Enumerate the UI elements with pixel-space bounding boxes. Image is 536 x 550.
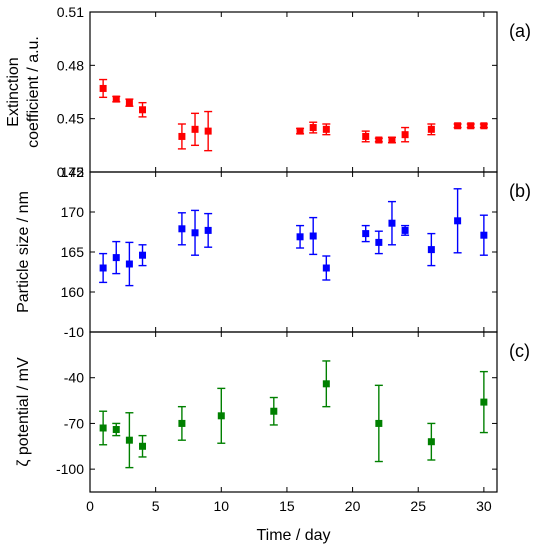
data-point	[112, 426, 120, 434]
y-axis-label: coefficient / a.u.	[25, 36, 42, 148]
y-axis-label: ζ potential / mV	[15, 357, 32, 467]
data-point	[191, 125, 199, 133]
data-point	[375, 419, 383, 427]
data-point	[112, 254, 120, 262]
data-point	[99, 424, 107, 432]
panel-frame-2	[89, 171, 498, 333]
data-point	[427, 438, 435, 446]
panel-frame-1	[89, 11, 498, 173]
data-point	[112, 95, 120, 103]
data-point	[401, 131, 409, 139]
data-point	[270, 407, 278, 415]
y-tick-label: 0.51	[57, 4, 84, 20]
data-point	[309, 232, 317, 240]
x-tick-label: 25	[410, 498, 426, 514]
data-point	[480, 231, 488, 239]
x-tick-label: 0	[86, 498, 94, 514]
y-tick-label: 0.48	[57, 57, 84, 73]
y-tick-label: 170	[61, 204, 85, 220]
panel-label: (b)	[509, 181, 531, 201]
data-point	[401, 226, 409, 234]
y-axis-label: Particle size / nm	[15, 191, 32, 313]
data-point	[296, 127, 304, 135]
y-axis-label: Extinction	[5, 57, 22, 126]
y-tick-label: -100	[56, 461, 84, 477]
data-point	[99, 264, 107, 272]
data-point	[125, 436, 133, 444]
data-point	[454, 217, 462, 225]
data-point	[480, 398, 488, 406]
data-point	[388, 136, 396, 144]
y-tick-label: 0.45	[57, 111, 84, 127]
x-tick-label: 10	[214, 498, 230, 514]
panel-frame-3	[89, 331, 498, 493]
panel-label: (c)	[509, 341, 530, 361]
data-point	[322, 264, 330, 272]
data-point	[375, 136, 383, 144]
data-point	[139, 442, 147, 450]
data-point	[178, 419, 186, 427]
data-point	[296, 233, 304, 241]
x-tick-label: 30	[476, 498, 492, 514]
data-point	[362, 230, 370, 238]
y-tick-label: -70	[64, 415, 84, 431]
data-point	[125, 99, 133, 107]
data-point	[178, 225, 186, 233]
y-tick-label: -40	[64, 370, 84, 386]
x-tick-label: 5	[152, 498, 160, 514]
data-point	[362, 132, 370, 140]
data-point	[480, 122, 488, 130]
data-point	[125, 260, 133, 268]
x-tick-label: 15	[279, 498, 295, 514]
data-point	[322, 380, 330, 388]
data-point	[178, 132, 186, 140]
data-point	[204, 226, 212, 234]
data-point	[454, 122, 462, 130]
data-point	[309, 124, 317, 132]
y-tick-label: -10	[64, 324, 84, 340]
panel-label: (a)	[509, 21, 531, 41]
data-point	[427, 125, 435, 133]
y-tick-label: 0.42	[57, 164, 84, 180]
data-point	[99, 84, 107, 92]
y-tick-label: 175	[61, 164, 85, 180]
x-axis-label: Time / day	[256, 527, 330, 544]
y-tick-label: 160	[61, 284, 85, 300]
data-point	[375, 238, 383, 246]
data-point	[139, 106, 147, 114]
data-point	[388, 219, 396, 227]
data-point	[204, 127, 212, 135]
data-point	[139, 251, 147, 259]
data-point	[467, 122, 475, 130]
y-tick-label: 165	[61, 244, 85, 260]
data-point	[322, 125, 330, 133]
x-tick-label: 20	[345, 498, 361, 514]
data-point	[427, 246, 435, 254]
data-point	[191, 229, 199, 237]
data-point	[217, 412, 225, 420]
